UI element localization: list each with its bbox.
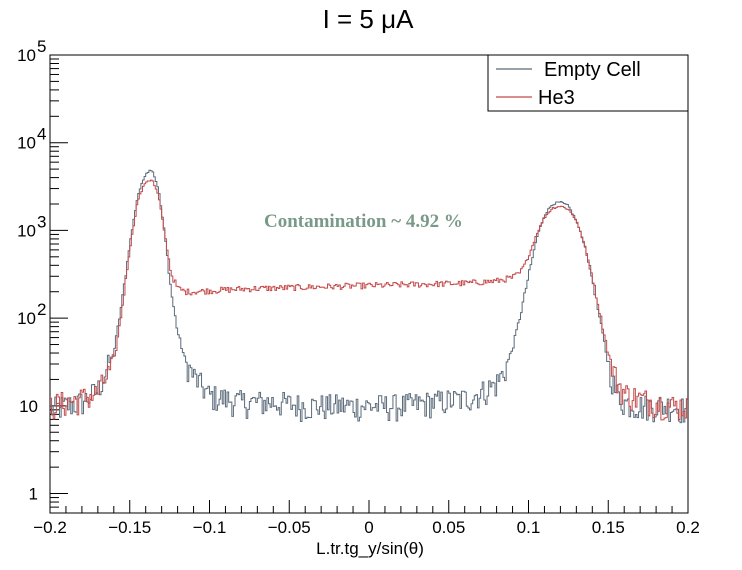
x-axis-label: L.tr.tg_y/sin(θ) (316, 539, 424, 558)
x-tick-label: 0.2 (676, 518, 700, 537)
chart-title: I = 5 μA (323, 4, 415, 34)
legend-label-empty-cell: Empty Cell (544, 59, 641, 81)
y-tick-exponent: 2 (37, 300, 46, 319)
y-tick-label: 10 (19, 397, 38, 416)
y-tick-label: 10 (17, 134, 36, 153)
x-tick-label: −0.2 (33, 518, 67, 537)
contamination-annotation: Contamination ~ 4.92 % (264, 211, 463, 232)
x-tick-label: 0.05 (432, 518, 465, 537)
legend-label-he3: He3 (538, 87, 575, 109)
y-tick-exponent: 3 (37, 212, 46, 231)
x-tick-label: 0 (364, 518, 373, 537)
y-tick-label: 10 (17, 221, 36, 240)
x-tick-label: −0.05 (268, 518, 311, 537)
y-tick-exponent: 4 (37, 125, 46, 144)
y-tick-label: 10 (17, 309, 36, 328)
legend[interactable]: Empty Cell He3 (487, 54, 689, 112)
series-layer (50, 169, 688, 424)
x-tick-label: −0.15 (108, 518, 151, 537)
x-axis: −0.2 −0.15 −0.1 −0.05 0 0.05 0.1 0.15 0.2 (33, 500, 700, 537)
x-tick-label: 0.1 (517, 518, 541, 537)
series-empty-cell (50, 169, 688, 424)
x-tick-label: −0.1 (193, 518, 227, 537)
y-tick-label: 1 (29, 485, 38, 504)
y-tick-label: 10 (17, 46, 36, 65)
legend-box (487, 54, 689, 112)
y-minor-ticks (50, 54, 68, 514)
x-tick-label: 0.15 (592, 518, 625, 537)
y-tick-exponent: 5 (37, 37, 46, 56)
series-he3 (50, 179, 688, 421)
